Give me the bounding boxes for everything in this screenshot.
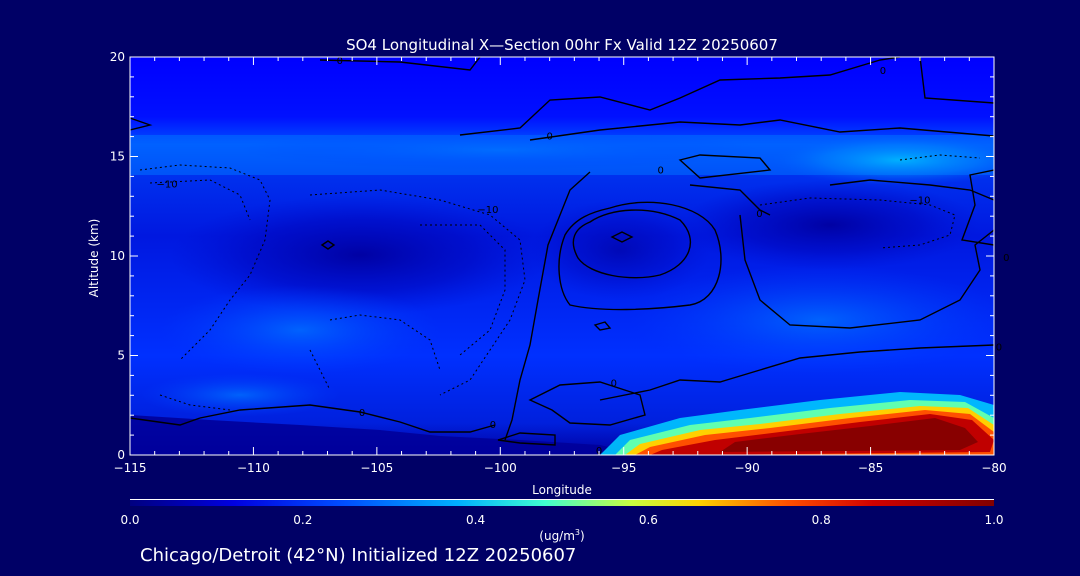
contour-label: 0 xyxy=(337,56,343,67)
colorbar-tick-label: 0.2 xyxy=(293,513,312,527)
x-tick-label: −90 xyxy=(734,461,759,475)
x-tick-label: −95 xyxy=(611,461,636,475)
contour-label: 0 xyxy=(546,132,552,143)
concentration-field xyxy=(130,57,994,455)
contour-label: 0 xyxy=(996,343,1002,354)
x-tick-label: −100 xyxy=(484,461,517,475)
y-tick-label: 20 xyxy=(110,50,125,64)
contour-lines xyxy=(130,57,994,446)
contour-label: −10 xyxy=(477,205,498,216)
colorbar-tick-label: 0.6 xyxy=(639,513,658,527)
contour-label: 0 xyxy=(490,420,496,431)
y-tick-label: 5 xyxy=(117,349,125,363)
colorbar-units: (ug/m3) xyxy=(539,528,584,543)
footer-caption: Chicago/Detroit (42°N) Initialized 12Z 2… xyxy=(140,545,576,566)
axis-ticks xyxy=(129,56,995,456)
contour-label: 0 xyxy=(359,408,365,419)
contour-label: 0 xyxy=(756,209,762,220)
colorbar-tick-label: 1.0 xyxy=(984,513,1003,527)
contour-label: 0 xyxy=(611,378,617,389)
x-tick-label: −115 xyxy=(114,461,147,475)
colorbar-tick-labels: 0.0 0.2 0.4 0.6 0.8 1.0 xyxy=(120,513,1003,527)
contour-label: −10 xyxy=(909,195,930,206)
colorbar-tick-label: 0.8 xyxy=(812,513,831,527)
y-tick-label: 10 xyxy=(110,249,125,263)
y-tick-label: 0 xyxy=(117,448,125,462)
negative-contour-lines xyxy=(139,154,981,411)
y-tick-labels: 0 5 10 15 20 xyxy=(110,50,125,462)
x-axis-label: Longitude xyxy=(532,483,592,497)
colorbar xyxy=(130,500,994,506)
contour-label: −10 xyxy=(156,179,177,190)
contour-label: 0 xyxy=(1003,253,1009,264)
colorbar-tick-label: 0.4 xyxy=(466,513,485,527)
x-tick-label: −105 xyxy=(360,461,393,475)
x-tick-label: −85 xyxy=(858,461,883,475)
x-tick-labels: −115 −110 −105 −100 −95 −90 −85 −80 xyxy=(114,461,1007,475)
chart-title: SO4 Longitudinal X—Section 00hr Fx Valid… xyxy=(346,36,778,54)
y-axis-label: Altitude (km) xyxy=(87,219,101,298)
contour-label: 0 xyxy=(658,165,664,176)
x-tick-label: −110 xyxy=(237,461,270,475)
contour-label: 0 xyxy=(880,66,886,77)
colorbar-tick-label: 0.0 xyxy=(120,513,139,527)
y-tick-label: 15 xyxy=(110,150,125,164)
x-tick-label: −80 xyxy=(981,461,1006,475)
